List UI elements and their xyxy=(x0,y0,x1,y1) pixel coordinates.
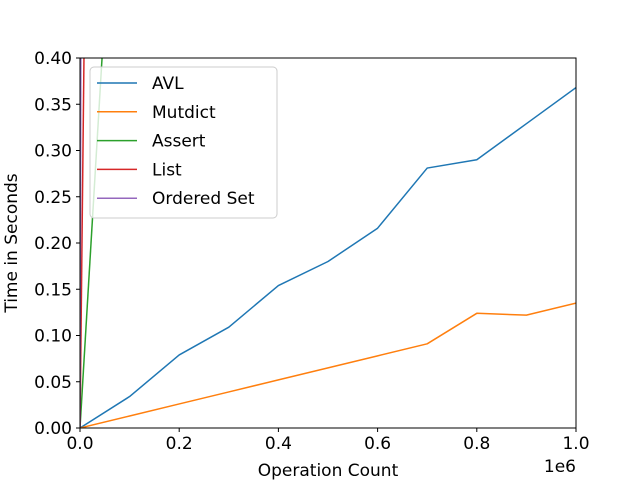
x-tick-label: 0.6 xyxy=(364,434,391,454)
y-tick-label: 0.40 xyxy=(34,49,72,69)
y-tick-label: 0.05 xyxy=(34,373,72,393)
legend: AVL Mutdict Assert List Ordered Set xyxy=(89,66,278,219)
legend-box xyxy=(89,66,278,219)
y-axis-label: Time in Seconds xyxy=(2,173,22,313)
x-tick-label: 0.2 xyxy=(166,434,193,454)
y-axis: 0.00 0.05 0.10 0.15 0.20 0.25 0.30 0.35 0.40 xyxy=(34,49,80,439)
series-line-avl xyxy=(80,86,576,428)
x-tick-label: 0.0 xyxy=(66,434,93,454)
x-axis-label: Operation Count xyxy=(258,461,399,480)
x-axis: 0.0 0.2 0.4 0.6 0.8 1.0 xyxy=(66,428,590,454)
y-tick-label: 0.10 xyxy=(34,327,72,347)
y-tick-label: 0.35 xyxy=(34,95,72,115)
y-tick-label: 0.30 xyxy=(34,142,72,162)
series-line-mutdict xyxy=(80,302,576,428)
legend-label-avl: AVL xyxy=(152,74,184,94)
legend-label-assert: Assert xyxy=(152,132,206,152)
legend-label-list: List xyxy=(152,160,182,180)
y-tick-label: 0.00 xyxy=(34,419,72,439)
y-tick-label: 0.25 xyxy=(34,188,72,208)
x-tick-label: 0.8 xyxy=(463,434,490,454)
legend-label-ordered-set: Ordered Set xyxy=(152,189,255,209)
y-tick-label: 0.20 xyxy=(34,234,72,254)
x-tick-label: 0.4 xyxy=(265,434,292,454)
legend-label-mutdict: Mutdict xyxy=(152,103,216,123)
y-tick-label: 0.15 xyxy=(34,280,72,300)
x-tick-label: 1.0 xyxy=(562,434,589,454)
x-offset-label: 1e6 xyxy=(544,457,576,477)
